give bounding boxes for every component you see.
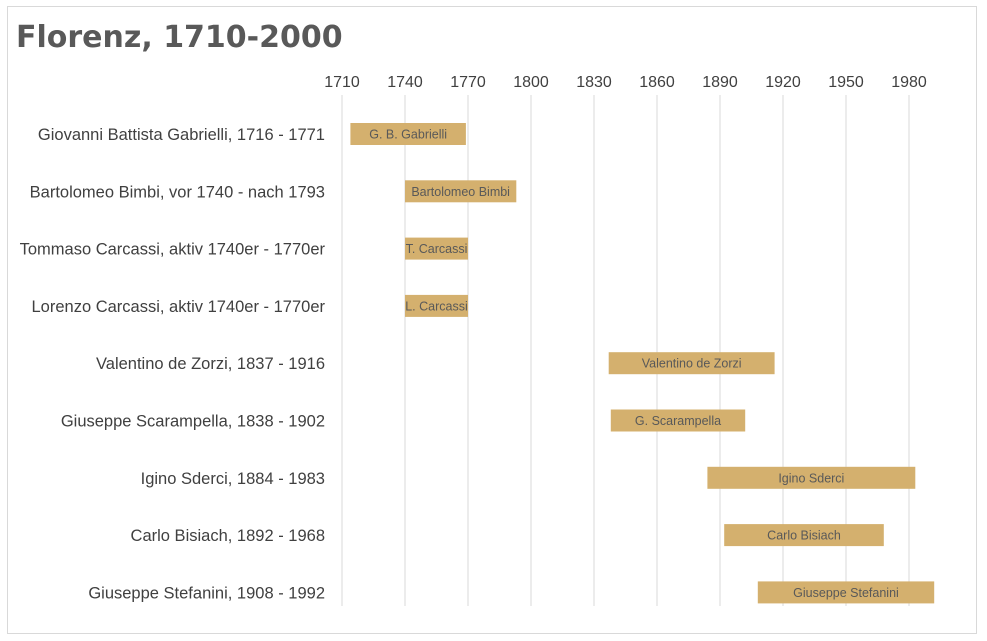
category-label: Giuseppe Stefanini, 1908 - 1992 xyxy=(88,584,325,602)
category-label: Bartolomeo Bimbi, vor 1740 - nach 1793 xyxy=(30,183,325,201)
bar-label: Valentino de Zorzi xyxy=(642,357,742,371)
x-tick-label: 1830 xyxy=(576,74,612,91)
bar xyxy=(707,466,916,489)
bar-label: G. Scarampella xyxy=(635,414,721,428)
category-label: Giovanni Battista Gabrielli, 1716 - 1771 xyxy=(38,126,325,144)
bar xyxy=(610,409,746,432)
x-tick-label: 1980 xyxy=(891,74,927,91)
x-tick-label: 1740 xyxy=(387,74,423,91)
chart-title: Florenz, 1710-2000 xyxy=(16,20,343,55)
category-labels: Giovanni Battista Gabrielli, 1716 - 1771… xyxy=(20,126,326,602)
bars: G. B. Gabrielli Bartolomeo Bimbi T. Carcas… xyxy=(350,123,935,604)
x-tick-label: 1770 xyxy=(450,74,486,91)
x-tick-label: 1950 xyxy=(828,74,864,91)
bar-label: Bartolomeo Bimbi xyxy=(411,185,510,199)
bar-label: Carlo Bisiach xyxy=(767,529,841,543)
category-label: Lorenzo Carcassi, aktiv 1740er - 1770er xyxy=(32,298,326,316)
category-label: Igino Sderci, 1884 - 1983 xyxy=(141,470,325,488)
bar xyxy=(350,123,466,145)
x-tick-label: 1800 xyxy=(513,74,549,91)
bar xyxy=(724,524,884,547)
bar-label: L. Carcassi xyxy=(405,299,468,313)
bar xyxy=(405,237,468,260)
bar xyxy=(757,581,935,604)
gridlines xyxy=(341,95,910,606)
x-axis-tick-labels: 1710 1740 1770 1800 1830 1860 1890 1920 1950 1980 xyxy=(324,74,927,91)
category-label: Valentino de Zorzi, 1837 - 1916 xyxy=(96,355,325,373)
x-tick-label: 1890 xyxy=(702,74,738,91)
bar-label: G. B. Gabrielli xyxy=(369,128,447,142)
category-label: Carlo Bisiach, 1892 - 1968 xyxy=(131,527,325,545)
category-label: Giuseppe Scarampella, 1838 - 1902 xyxy=(61,413,325,431)
bar-label: Giuseppe Stefanini xyxy=(793,586,899,600)
category-label: Tommaso Carcassi, aktiv 1740er - 1770er xyxy=(20,241,326,259)
bar xyxy=(405,294,468,317)
bar xyxy=(608,352,775,375)
x-tick-label: 1920 xyxy=(765,74,801,91)
x-tick-label: 1860 xyxy=(639,74,675,91)
bar xyxy=(405,180,517,203)
x-tick-label: 1710 xyxy=(324,74,360,91)
bar-label: Igino Sderci xyxy=(778,471,844,485)
bar-label: T. Carcassi xyxy=(406,242,468,256)
